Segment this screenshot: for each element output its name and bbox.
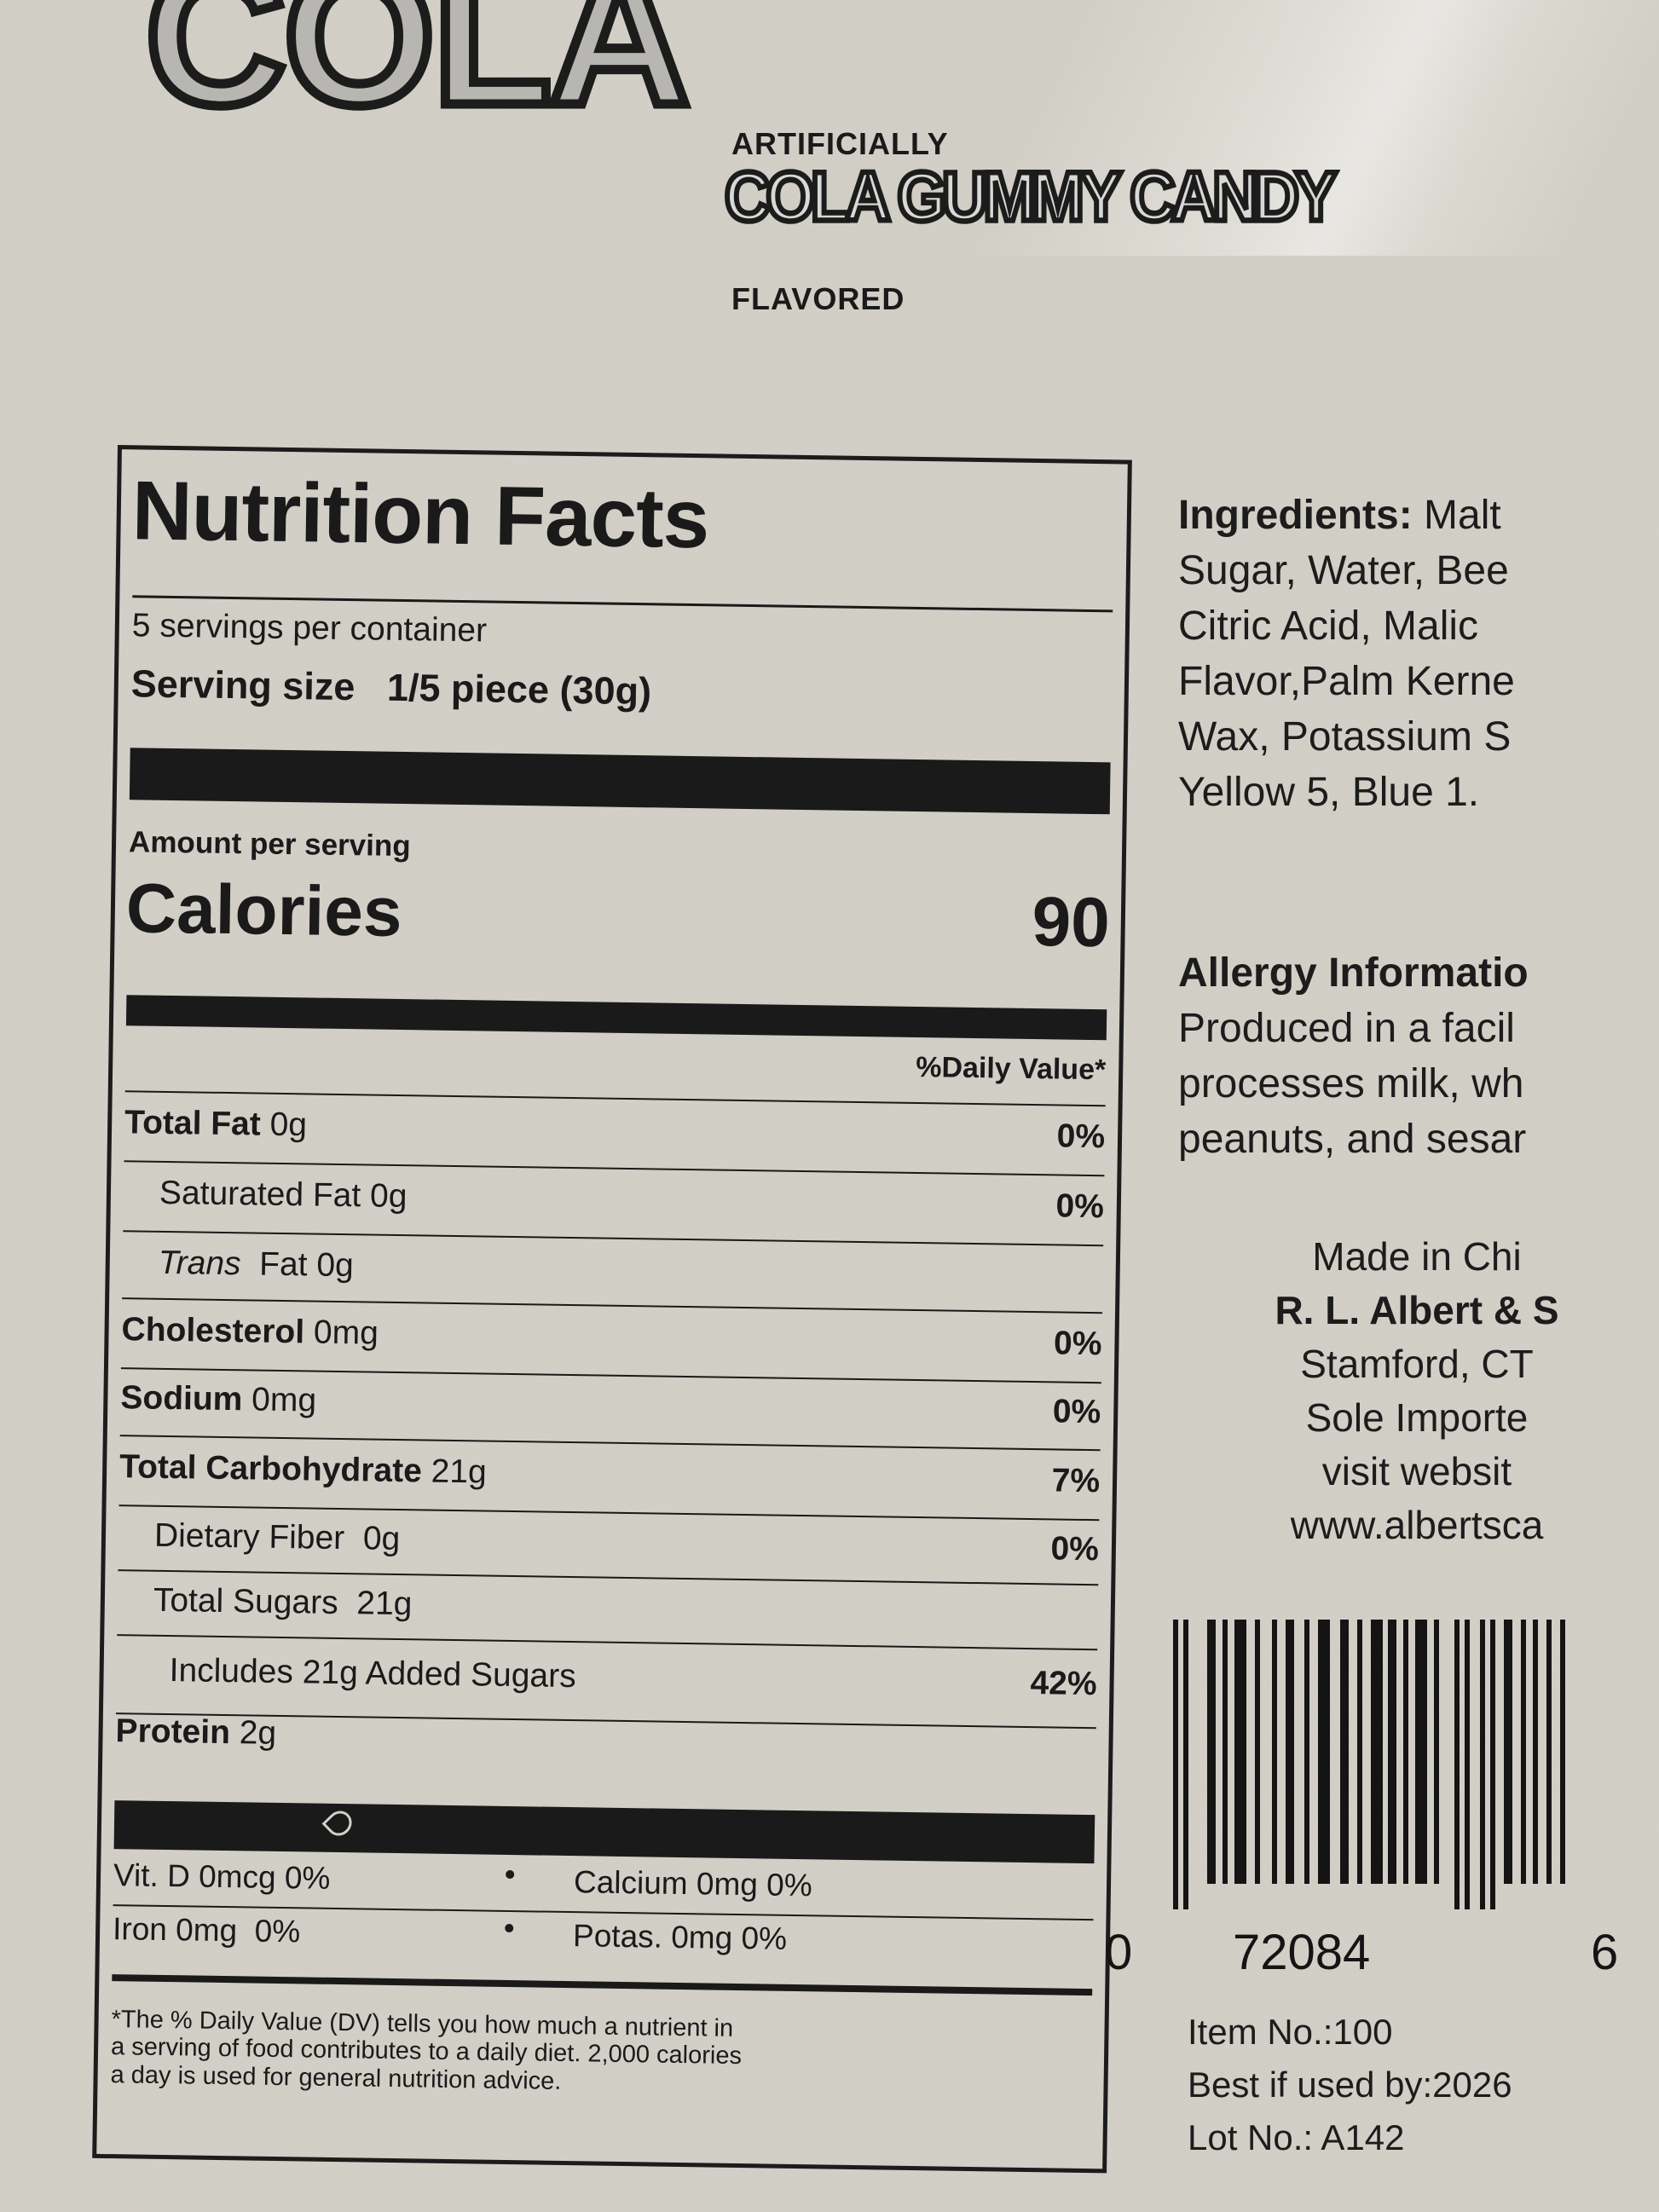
svg-text:6: 6 bbox=[1591, 1925, 1618, 1980]
svg-text:72084: 72084 bbox=[1233, 1925, 1370, 1980]
svg-text:0: 0 bbox=[1105, 1925, 1132, 1980]
